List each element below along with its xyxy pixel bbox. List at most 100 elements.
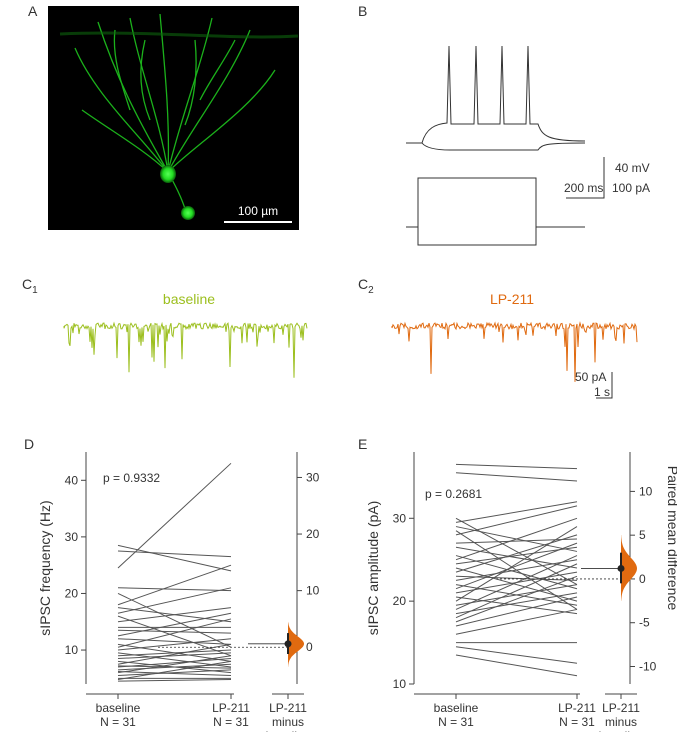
delta-label-line: LP-211 — [269, 701, 307, 715]
paired-line — [117, 550, 232, 558]
paired-line — [455, 555, 578, 610]
delta-label-line: baseline — [599, 729, 644, 732]
y-tick-label-right: 0 — [639, 572, 646, 586]
delta-label-line: baseline — [266, 729, 311, 732]
paired-line — [117, 652, 232, 660]
y-tick-label-left: 30 — [65, 530, 79, 544]
lp211-trace — [391, 321, 638, 382]
paired-line — [455, 472, 578, 482]
panel-d-label: D — [24, 436, 34, 452]
bootstrap-distribution — [288, 621, 304, 668]
paired-line — [117, 671, 232, 677]
scalebar-b — [566, 157, 605, 199]
paired-line — [455, 584, 578, 606]
paired-line — [455, 563, 578, 619]
paired-line — [455, 596, 578, 627]
paired-line — [455, 592, 578, 615]
paired-line — [117, 587, 232, 592]
paired-line — [117, 564, 232, 606]
panel-e-label: E — [358, 436, 367, 452]
delta-label-line: minus — [605, 715, 637, 729]
sipsc-trace-path — [391, 321, 638, 382]
paired-line — [117, 612, 232, 637]
group-label: baseline — [434, 701, 479, 715]
panel-c2-label: C2 — [358, 276, 374, 296]
paired-line — [455, 559, 578, 581]
paired-line — [117, 638, 232, 651]
scalebar-40mv-label: 40 mV — [615, 161, 650, 175]
dendrite-branches — [59, 13, 299, 213]
paired-line — [455, 575, 578, 623]
y-tick-label-right: 10 — [306, 584, 320, 598]
y-tick-label-right: 20 — [306, 527, 320, 541]
paired-line — [455, 608, 578, 635]
panel-a-label: A — [28, 3, 38, 19]
paired-line — [117, 544, 232, 572]
scalebar-100um-label: 100 µm — [238, 204, 278, 218]
y-tick-label-left: 20 — [65, 586, 79, 600]
paired-line — [117, 462, 232, 569]
group-label: LP-211 — [558, 701, 596, 715]
paired-line — [117, 665, 232, 669]
mean-difference-dot — [617, 564, 625, 572]
paired-line — [117, 638, 232, 645]
scalebar-c — [596, 372, 613, 399]
paired-line — [455, 517, 578, 561]
y-tick-label-right: -10 — [639, 659, 657, 673]
y-tick-label-right: 5 — [639, 528, 646, 542]
group-n-label: N = 31 — [100, 715, 136, 729]
scalebar-50pa-label: 50 pA — [575, 370, 606, 384]
y-tick-label-left: 40 — [65, 473, 79, 487]
group-label: baseline — [96, 701, 141, 715]
y-axis-label-right: Paired mean difference — [665, 466, 677, 611]
paired-line — [117, 643, 232, 665]
current-step-trace — [406, 177, 585, 246]
y-axis-label: sIPSC amplitude (pA) — [365, 501, 381, 636]
paired-line — [117, 629, 232, 634]
paired-line — [455, 463, 578, 470]
delta-label-line: LP-211 — [602, 701, 640, 715]
paired-line — [117, 607, 232, 623]
sipsc-trace-path — [63, 321, 308, 378]
delta-label-line: minus — [272, 715, 304, 729]
bootstrap-distribution — [621, 535, 637, 601]
paired-line — [117, 615, 232, 657]
paired-line — [455, 646, 578, 664]
paired-line — [455, 505, 578, 536]
paired-line — [455, 654, 578, 677]
scalebar-100pa-label: 100 pA — [612, 181, 650, 195]
mean-difference-dot — [284, 640, 292, 648]
paired-line — [117, 678, 232, 682]
scalebar-1s-label: 1 s — [594, 385, 610, 399]
paired-line — [455, 596, 578, 615]
y-tick-label-left: 30 — [393, 511, 407, 525]
neuron-micrograph: 100 µm — [48, 6, 299, 230]
paired-line — [117, 669, 232, 677]
group-n-label: N = 31 — [213, 715, 249, 729]
paired-line — [455, 534, 578, 573]
y-tick-label-left: 10 — [393, 677, 407, 691]
y-tick-label-left: 10 — [65, 643, 79, 657]
paired-line — [455, 542, 578, 590]
paired-line — [455, 567, 578, 602]
current-clamp-traces — [406, 45, 605, 246]
chart-d-pvalue: p = 0.9332 — [103, 471, 160, 485]
paired-line — [455, 546, 578, 565]
depolarizing-voltage-trace — [406, 45, 586, 144]
neuron-soma-upper — [160, 165, 176, 183]
panel-c1-label: C1 — [22, 276, 38, 296]
y-axis-label: sIPSC frequency (Hz) — [37, 500, 53, 635]
scalebar-200ms-label: 200 ms — [564, 181, 603, 195]
paired-line — [117, 587, 232, 614]
group-n-label: N = 31 — [559, 715, 595, 729]
paired-line — [455, 538, 578, 544]
hyperpolarizing-voltage-trace — [406, 142, 586, 151]
y-tick-label-right: -5 — [639, 616, 650, 630]
micrograph-background — [48, 6, 299, 230]
panel-b-label: B — [358, 3, 367, 19]
y-tick-label-right: 10 — [639, 484, 653, 498]
paired-line — [117, 593, 232, 648]
paired-line — [117, 658, 232, 668]
chart-e-pvalue: p = 0.2681 — [425, 487, 482, 501]
neuron-soma-lower — [181, 206, 195, 220]
